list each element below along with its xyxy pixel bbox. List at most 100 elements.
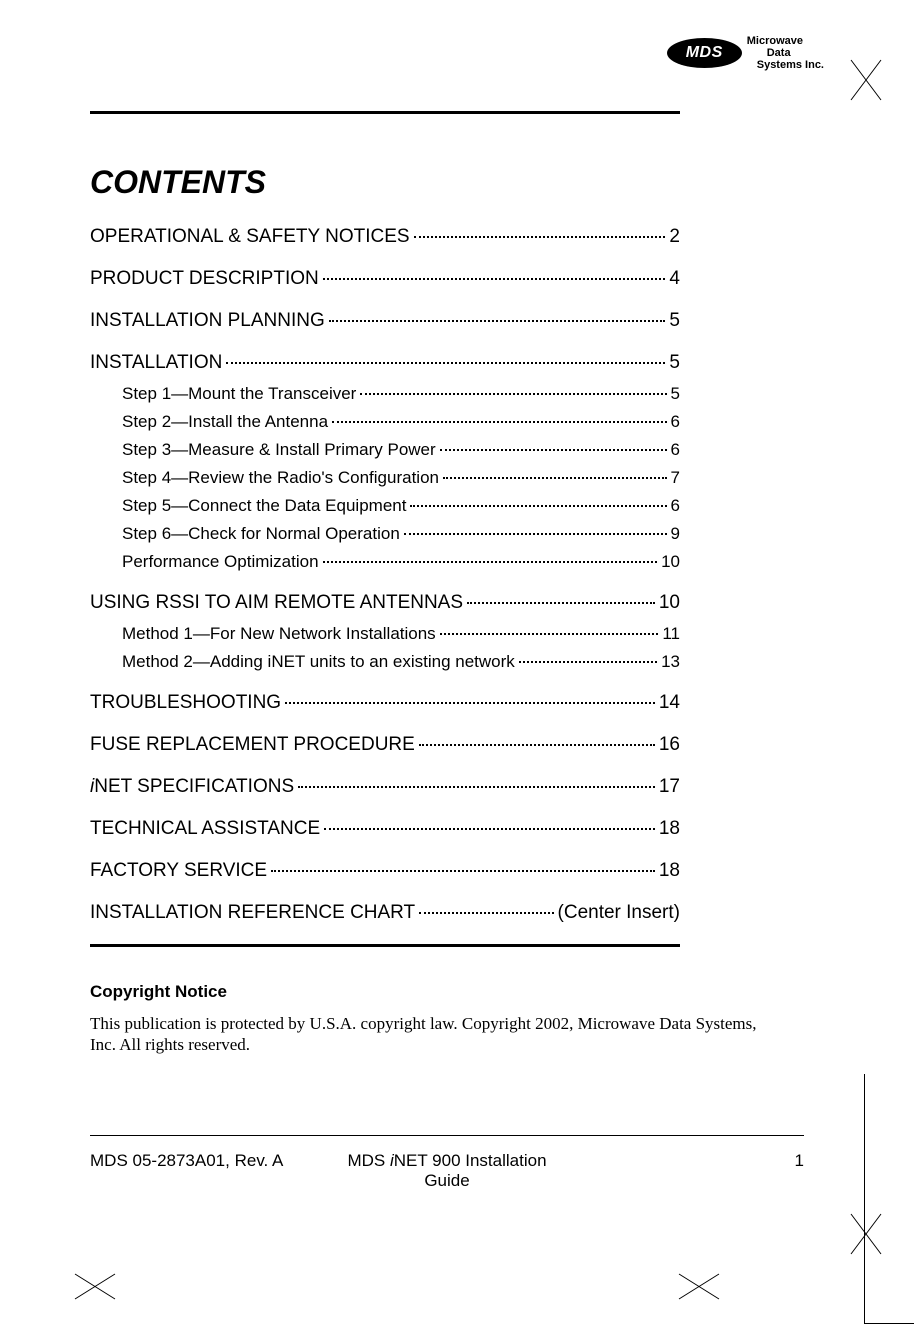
toc-page: 16 xyxy=(659,734,680,756)
toc-dots xyxy=(285,702,655,704)
toc-page: 6 xyxy=(671,496,680,516)
toc-inet-specs: iNET SPECIFICATIONS 17 xyxy=(90,776,680,798)
crop-mark-icon xyxy=(674,1269,724,1304)
toc-product-description: PRODUCT DESCRIPTION 4 xyxy=(90,268,680,290)
toc-perf-opt: Performance Optimization 10 xyxy=(90,552,680,572)
toc-label: OPERATIONAL & SAFETY NOTICES xyxy=(90,226,410,248)
toc-label: INSTALLATION xyxy=(90,352,222,374)
toc-dots xyxy=(519,661,657,663)
logo-line2: Data xyxy=(747,47,824,59)
toc-method1: Method 1—For New Network Installations 1… xyxy=(90,624,680,644)
toc-label: TROUBLESHOOTING xyxy=(90,692,281,714)
crop-mark-icon xyxy=(846,55,886,105)
toc-installation-planning: INSTALLATION PLANNING 5 xyxy=(90,310,680,332)
toc-page: 17 xyxy=(659,776,680,798)
toc-page: 13 xyxy=(661,652,680,672)
toc-dots xyxy=(419,744,655,746)
page: MDS Microwave Data Systems Inc. CONTENTS… xyxy=(0,0,914,1324)
toc-page: 10 xyxy=(659,592,680,614)
toc-page: 10 xyxy=(661,552,680,572)
toc-label: FUSE REPLACEMENT PROCEDURE xyxy=(90,734,415,756)
logo-oval: MDS xyxy=(667,38,742,68)
toc-page: (Center Insert) xyxy=(558,902,680,924)
toc-page: 6 xyxy=(671,412,680,432)
toc-tech-assist: TECHNICAL ASSISTANCE 18 xyxy=(90,818,680,840)
toc-page: 4 xyxy=(669,268,680,290)
toc-page: 5 xyxy=(671,384,680,404)
toc-step1: Step 1—Mount the Transceiver 5 xyxy=(90,384,680,404)
toc-installation: INSTALLATION 5 xyxy=(90,352,680,374)
toc-label: INSTALLATION PLANNING xyxy=(90,310,325,332)
footer-row: MDS 05-2873A01, Rev. A MDS iNET 900 Inst… xyxy=(90,1151,804,1191)
copyright-text: This publication is protected by U.S.A. … xyxy=(90,1014,770,1055)
footer-center-suffix: NET 900 Installation Guide xyxy=(394,1151,547,1190)
mds-logo: MDS Microwave Data Systems Inc. xyxy=(667,35,824,71)
toc-page: 18 xyxy=(659,818,680,840)
toc-page: 14 xyxy=(659,692,680,714)
toc-dots xyxy=(440,449,667,451)
copyright-heading: Copyright Notice xyxy=(90,982,824,1002)
toc-operational-safety: OPERATIONAL & SAFETY NOTICES 2 xyxy=(90,226,680,248)
toc-step2: Step 2—Install the Antenna 6 xyxy=(90,412,680,432)
toc-dots xyxy=(414,236,666,238)
toc-installation-group: INSTALLATION 5 Step 1—Mount the Transcei… xyxy=(90,352,824,572)
toc-page: 18 xyxy=(659,860,680,882)
toc-dots xyxy=(332,421,666,423)
toc-label: Method 2—Adding iNET units to an existin… xyxy=(122,652,515,672)
toc-step6: Step 6—Check for Normal Operation 9 xyxy=(90,524,680,544)
crop-mark-icon xyxy=(70,1269,120,1304)
toc-page: 6 xyxy=(671,440,680,460)
toc-dots xyxy=(271,870,655,872)
toc-factory-service: FACTORY SERVICE 18 xyxy=(90,860,680,882)
toc-install-ref: INSTALLATION REFERENCE CHART (Center Ins… xyxy=(90,902,680,924)
bottom-rule xyxy=(90,944,680,947)
logo-line1: Microwave xyxy=(747,35,824,47)
toc-dots xyxy=(419,912,553,914)
toc-step3: Step 3—Measure & Install Primary Power 6 xyxy=(90,440,680,460)
top-rule xyxy=(90,111,680,114)
toc-step4: Step 4—Review the Radio's Configuration … xyxy=(90,468,680,488)
logo-oval-text: MDS xyxy=(686,44,723,62)
toc-dots xyxy=(298,786,655,788)
toc-troubleshooting: TROUBLESHOOTING 14 xyxy=(90,692,680,714)
toc-label: Performance Optimization xyxy=(122,552,319,572)
logo-company: Microwave Data Systems Inc. xyxy=(747,35,824,71)
toc-label: Step 2—Install the Antenna xyxy=(122,412,328,432)
toc-dots xyxy=(323,561,658,563)
toc-label: TECHNICAL ASSISTANCE xyxy=(90,818,320,840)
toc-dots xyxy=(324,828,655,830)
toc-page: 5 xyxy=(669,352,680,374)
toc-page: 11 xyxy=(662,624,680,644)
footer-page-number: 1 xyxy=(566,1151,804,1171)
toc-label: Step 6—Check for Normal Operation xyxy=(122,524,400,544)
footer-rule xyxy=(90,1135,804,1136)
toc-dots xyxy=(226,362,665,364)
toc-dots xyxy=(443,477,667,479)
toc-label: Step 4—Review the Radio's Configuration xyxy=(122,468,439,488)
toc-dots xyxy=(360,393,666,395)
toc-label: Step 5—Connect the Data Equipment xyxy=(122,496,406,516)
toc-fuse: FUSE REPLACEMENT PROCEDURE 16 xyxy=(90,734,680,756)
toc-inet-label: NET SPECIFICATIONS xyxy=(94,776,294,797)
footer-left: MDS 05-2873A01, Rev. A xyxy=(90,1151,328,1171)
toc-label: iNET SPECIFICATIONS xyxy=(90,776,294,798)
toc-dots xyxy=(404,533,667,535)
toc-method2: Method 2—Adding iNET units to an existin… xyxy=(90,652,680,672)
contents-heading: CONTENTS xyxy=(90,164,824,201)
corner-mark xyxy=(864,1074,914,1324)
toc-rssi-group: USING RSSI TO AIM REMOTE ANTENNAS 10 Met… xyxy=(90,592,824,672)
toc-label: INSTALLATION REFERENCE CHART xyxy=(90,902,415,924)
toc-dots xyxy=(323,278,666,280)
footer-center-prefix: MDS xyxy=(347,1151,390,1170)
toc-step5: Step 5—Connect the Data Equipment 6 xyxy=(90,496,680,516)
toc-dots xyxy=(410,505,666,507)
toc-dots xyxy=(467,602,655,604)
logo-row: MDS Microwave Data Systems Inc. xyxy=(90,35,824,71)
logo-line3: Systems Inc. xyxy=(747,59,824,71)
toc-label: PRODUCT DESCRIPTION xyxy=(90,268,319,290)
toc-label: Method 1—For New Network Installations xyxy=(122,624,436,644)
toc-page: 5 xyxy=(669,310,680,332)
footer-center: MDS iNET 900 Installation Guide xyxy=(328,1151,566,1191)
toc-page: 2 xyxy=(669,226,680,248)
toc-label: USING RSSI TO AIM REMOTE ANTENNAS xyxy=(90,592,463,614)
